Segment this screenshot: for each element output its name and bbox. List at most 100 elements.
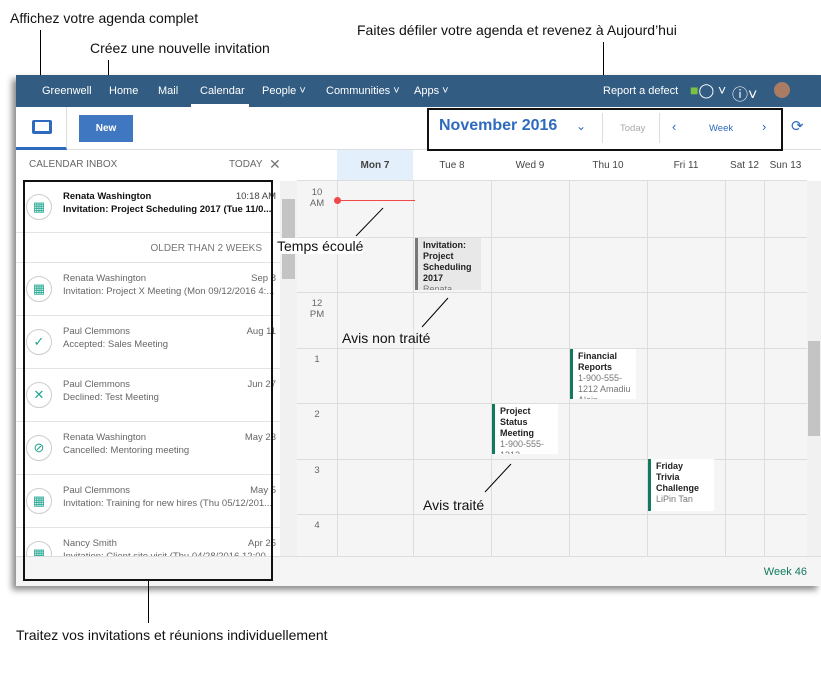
help-icon[interactable]: ⓘ˅ <box>732 87 758 104</box>
date: Aug 11 <box>246 326 276 337</box>
calendar-event[interactable]: Project Status Meeting 1-900-555-1212 <box>492 404 558 454</box>
nav-brand[interactable]: Greenwell <box>42 85 92 97</box>
time-label: 4 <box>314 520 320 531</box>
inbox-item[interactable]: ⊘ Renata Washington May 23 Cancelled: Me… <box>16 422 280 475</box>
calendar-window: Greenwell Home Mail Calendar People ˅ Co… <box>16 75 821 586</box>
time-label: 1 <box>314 353 320 365</box>
inbox-item[interactable]: ✕ Paul Clemmons Jun 27 Declined: Test Me… <box>16 369 280 422</box>
sender: Paul Clemmons <box>63 326 131 337</box>
divider <box>602 113 603 143</box>
event-detail: 1-900-555-1212 <box>500 439 545 454</box>
grid-line <box>569 181 570 556</box>
calendar-event[interactable]: Financial Reports 1-900-555-1212 Amadiu … <box>570 349 636 399</box>
day-header[interactable]: Fri 11 <box>647 150 725 181</box>
next-chevron-icon[interactable]: › <box>762 119 767 134</box>
grid-line <box>297 347 807 349</box>
toolbar: New November 2016 ⌄ Today ‹ Week › ⟳ <box>16 107 821 150</box>
day-header[interactable]: Thu 10 <box>569 150 647 181</box>
refresh-icon[interactable]: ⟳ <box>791 118 804 135</box>
annotation-new-invitation: Créez une nouvelle invitation <box>90 40 270 56</box>
nav-mail[interactable]: Mail <box>158 85 179 97</box>
inbox-item[interactable]: ▦ Renata Washington Sep 8 Invitation: Pr… <box>16 263 280 316</box>
date: Apr 25 <box>248 538 276 549</box>
sender: Paul Clemmons <box>63 379 131 390</box>
grid-line <box>297 403 807 404</box>
annotation-line <box>40 30 41 118</box>
calendar-grid-icon: ▦ <box>26 276 52 302</box>
time-label: 3 <box>314 464 320 476</box>
event-title: Financial Reports <box>578 351 618 372</box>
annotation-process: Traitez vos invitations et réunions indi… <box>16 627 328 643</box>
close-inbox-icon[interactable]: ✕ <box>269 156 281 172</box>
inbox-item[interactable]: ▦ Nancy Smith Apr 25 Invitation: Client … <box>16 528 280 556</box>
inbox-item[interactable]: ▦ Paul Clemmons May 5 Invitation: Traini… <box>16 475 280 528</box>
report-defect-link[interactable]: Report a defect <box>603 85 679 97</box>
view-week-button[interactable]: Week <box>709 123 734 134</box>
annotation-box-navigation <box>427 108 783 151</box>
annotation-pending: Avis non traité <box>342 330 431 346</box>
nav-home[interactable]: Home <box>109 85 139 97</box>
inbox-title: CALENDAR INBOX <box>29 159 118 170</box>
nav-apps-label: Apps <box>414 85 440 97</box>
inbox-toggle-button[interactable] <box>16 107 67 150</box>
chat-status-icon[interactable]: ■◯ ˅ <box>690 82 727 98</box>
today-button[interactable]: Today <box>620 123 646 134</box>
grid-line <box>647 181 648 556</box>
time-label: 12 PM <box>309 298 325 320</box>
date: May 23 <box>244 432 276 443</box>
check-icon: ✓ <box>26 329 52 355</box>
day-header[interactable]: Mon 7 <box>337 150 413 181</box>
day-header[interactable]: Wed 9 <box>491 150 569 181</box>
grid-line <box>337 181 338 556</box>
nav-communities[interactable]: Communities ˅ <box>326 85 400 97</box>
date: 10:18 AM <box>235 191 276 202</box>
nav-communities-label: Communities <box>326 85 391 97</box>
grid-line <box>764 181 765 556</box>
calendar-grid-icon: ▦ <box>26 488 52 514</box>
new-button[interactable]: New <box>79 115 133 142</box>
calendar-event[interactable]: Friday Trivia Challenge LiPin Tan <box>648 459 714 511</box>
annotation-full-agenda: Affichez votre agenda complet <box>10 10 199 26</box>
day-header[interactable]: Sat 12 <box>725 150 764 181</box>
time-label: 2 <box>314 409 320 420</box>
event-detail: Renata <box>423 284 453 290</box>
time-header <box>297 150 337 181</box>
grid-line <box>297 458 807 460</box>
sender: Paul Clemmons <box>63 485 131 496</box>
grid-line <box>297 514 807 515</box>
event-title: Project Status Meeting <box>500 406 535 438</box>
date: Jun 27 <box>247 379 276 390</box>
current-time-dot <box>334 197 341 204</box>
nav-apps[interactable]: Apps ˅ <box>414 85 449 97</box>
inbox-today-label: TODAY <box>229 159 263 170</box>
inbox-item[interactable]: ✓ Paul Clemmons Aug 11 Accepted: Sales M… <box>16 316 280 369</box>
sender: Nancy Smith <box>63 538 117 549</box>
older-section-header: OLDER THAN 2 WEEKS <box>16 233 280 263</box>
older-header-label: OLDER THAN 2 WEEKS <box>150 243 262 254</box>
nav-people[interactable]: People ˅ <box>262 85 306 97</box>
scrollbar-thumb[interactable] <box>808 341 820 436</box>
x-icon: ✕ <box>26 382 52 408</box>
current-time-line <box>339 200 415 201</box>
month-dropdown-chevron-icon[interactable]: ⌄ <box>576 119 587 133</box>
annotation-elapsed: Temps écoulé <box>277 238 364 254</box>
calendar-grid-icon: ▦ <box>26 194 52 220</box>
calendar-event[interactable]: Invitation: Project Scheduling 2017 Rena… <box>415 238 481 290</box>
grid-line <box>297 292 807 293</box>
grid-scrollbar[interactable] <box>807 181 821 556</box>
day-header[interactable]: Sun 13 <box>764 150 807 181</box>
grid-line <box>725 181 726 556</box>
nav-active-indicator <box>191 104 249 107</box>
inbox-list: ▦ Renata Washington 10:18 AM Invitation:… <box>16 181 297 556</box>
month-title[interactable]: November 2016 <box>439 117 558 134</box>
day-header[interactable]: Tue 8 <box>413 150 491 181</box>
nav-calendar[interactable]: Calendar <box>200 85 245 97</box>
event-title: Friday Trivia Challenge <box>656 461 700 493</box>
subject: Invitation: Client site visit (Thu 04/28… <box>63 551 278 556</box>
avatar[interactable] <box>774 82 790 98</box>
previous-chevron-icon[interactable]: ‹ <box>672 119 677 134</box>
inbox-item[interactable]: ▦ Renata Washington 10:18 AM Invitation:… <box>16 181 280 233</box>
grid-line <box>491 181 492 556</box>
sender: Renata Washington <box>63 273 147 284</box>
event-detail: 1-900-555-1212 Amadiu Alain <box>578 373 631 399</box>
